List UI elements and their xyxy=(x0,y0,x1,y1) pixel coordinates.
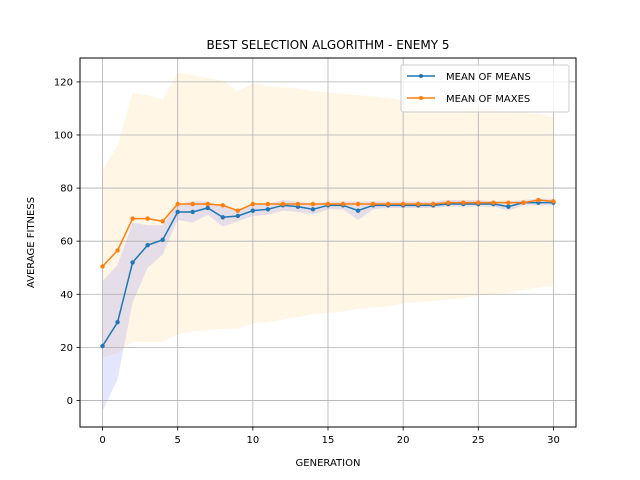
x-tick-label: 5 xyxy=(175,435,181,446)
y-tick-label: 80 xyxy=(60,184,73,195)
point-mean-of-means xyxy=(160,237,165,243)
point-mean-of-maxes xyxy=(160,219,165,224)
x-tick-label: 30 xyxy=(547,435,560,446)
point-mean-of-means xyxy=(220,215,225,220)
point-mean-of-means xyxy=(310,207,316,212)
y-tick-label: 0 xyxy=(67,396,73,407)
legend-marker-mean-of-maxes xyxy=(419,96,423,100)
point-mean-of-maxes xyxy=(280,201,286,207)
point-mean-of-maxes xyxy=(355,201,361,207)
point-mean-of-maxes xyxy=(400,201,406,207)
point-mean-of-means xyxy=(115,319,120,325)
point-mean-of-maxes xyxy=(145,216,150,221)
y-tick-label: 20 xyxy=(60,343,73,354)
legend: MEAN OF MEANS MEAN OF MAXES xyxy=(400,64,570,113)
y-tick-label: 60 xyxy=(60,237,73,248)
point-mean-of-maxes xyxy=(190,201,195,207)
point-mean-of-maxes xyxy=(310,201,316,207)
point-mean-of-means xyxy=(355,208,361,213)
y-axis-title: AVERAGE FITNESS xyxy=(26,197,37,288)
point-mean-of-maxes xyxy=(491,200,496,205)
point-mean-of-maxes xyxy=(476,200,481,205)
point-mean-of-maxes xyxy=(205,201,210,207)
point-mean-of-means xyxy=(235,213,241,219)
point-mean-of-maxes xyxy=(325,201,331,207)
point-mean-of-maxes xyxy=(340,201,346,207)
legend-label-mean-of-maxes: MEAN OF MAXES xyxy=(446,94,530,105)
point-mean-of-maxes xyxy=(551,199,556,204)
point-mean-of-means xyxy=(250,208,256,213)
y-tick-label: 100 xyxy=(54,130,73,141)
point-mean-of-maxes xyxy=(431,201,436,207)
point-mean-of-maxes xyxy=(235,208,241,213)
point-mean-of-means xyxy=(100,343,105,349)
point-mean-of-maxes xyxy=(175,201,180,207)
point-mean-of-means xyxy=(506,204,511,209)
point-mean-of-means xyxy=(145,242,150,248)
x-tick-label: 0 xyxy=(99,435,105,446)
legend-marker-mean-of-means xyxy=(419,74,423,78)
point-mean-of-maxes xyxy=(220,203,225,208)
point-mean-of-maxes xyxy=(415,201,421,207)
y-tick-label: 40 xyxy=(60,290,73,301)
point-mean-of-maxes xyxy=(130,216,135,221)
legend-box xyxy=(400,64,570,113)
point-mean-of-maxes xyxy=(521,200,526,205)
point-mean-of-maxes xyxy=(461,200,466,205)
point-mean-of-maxes xyxy=(295,201,301,207)
x-tick-label: 25 xyxy=(472,435,485,446)
y-tick-label: 120 xyxy=(54,77,73,88)
y-axis-ticks: 0 20 40 60 80 100 120 xyxy=(54,77,80,407)
point-mean-of-maxes xyxy=(115,248,120,253)
point-mean-of-means xyxy=(265,207,271,212)
point-mean-of-maxes xyxy=(265,201,271,207)
x-tick-label: 10 xyxy=(246,435,259,446)
x-tick-label: 15 xyxy=(322,435,335,446)
point-mean-of-means xyxy=(175,209,180,215)
point-mean-of-maxes xyxy=(370,201,376,207)
point-mean-of-maxes xyxy=(446,200,451,205)
point-mean-of-means xyxy=(205,205,210,211)
x-axis-title: GENERATION xyxy=(296,458,361,469)
point-mean-of-maxes xyxy=(506,200,511,205)
grid-lines xyxy=(80,58,576,427)
chart-title: BEST SELECTION ALGORITHM - ENEMY 5 xyxy=(207,38,450,52)
point-mean-of-means xyxy=(130,260,135,265)
x-axis-ticks: 0 5 10 15 20 25 30 xyxy=(99,427,560,446)
point-mean-of-maxes xyxy=(100,264,105,269)
point-mean-of-maxes xyxy=(385,201,391,207)
x-tick-label: 20 xyxy=(397,435,410,446)
point-mean-of-maxes xyxy=(250,201,256,207)
series-lines xyxy=(100,197,556,349)
point-mean-of-means xyxy=(190,209,195,215)
legend-label-mean-of-means: MEAN OF MEANS xyxy=(446,72,531,83)
point-mean-of-maxes xyxy=(536,197,541,203)
